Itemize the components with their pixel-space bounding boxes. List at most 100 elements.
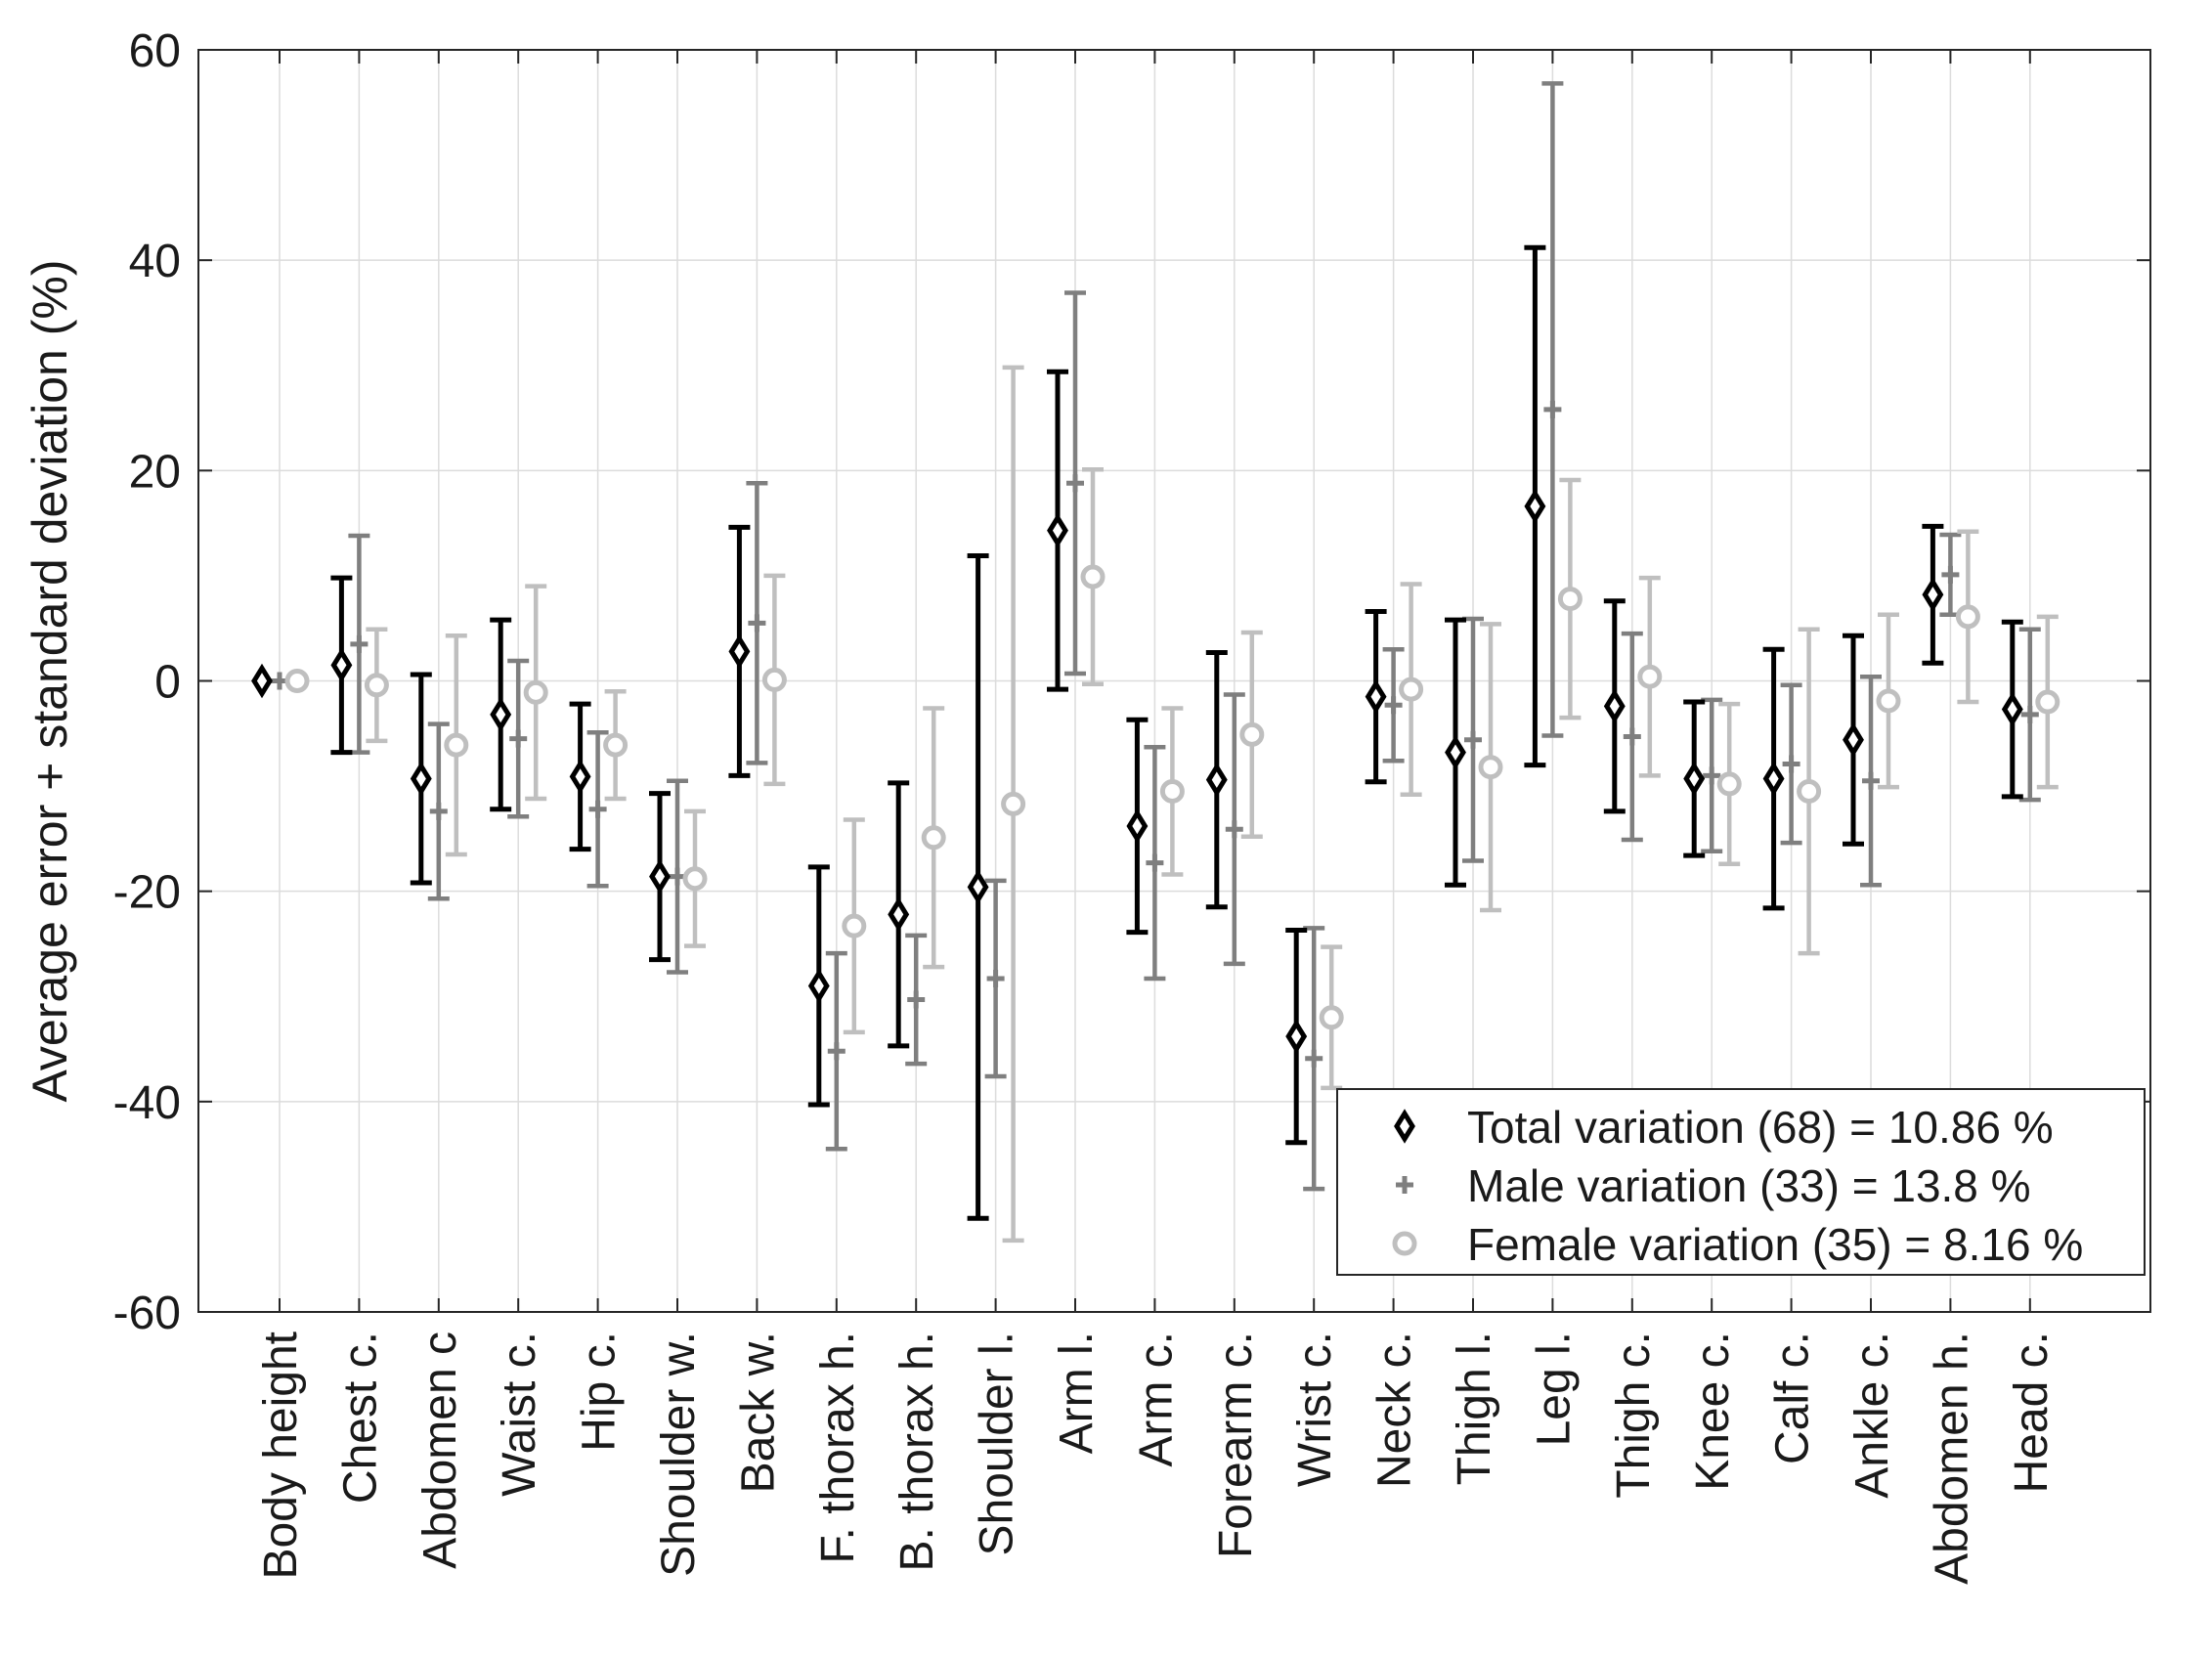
circle-point [682,866,708,892]
x-tick-label: Head c. [2006,1332,2058,1493]
legend-circle-icon [1392,1231,1417,1256]
circle-point [1319,1005,1344,1030]
circle-point [761,667,787,692]
circle-point [1797,778,1822,804]
plus-point [827,1042,846,1061]
legend-label: Total variation (68) = 10.86 % [1467,1102,2054,1153]
diamond-point [1445,734,1466,770]
x-tick-label: Neck c. [1369,1332,1421,1488]
diamond-point [569,759,591,795]
diamond-point [1603,688,1626,724]
diamond-point [1285,1019,1308,1054]
x-tick-label: Abdomen h. [1926,1332,1977,1585]
x-tick-label: Arm l. [1051,1332,1103,1454]
circle-point [1080,564,1106,589]
x-tick-label: Leg l. [1528,1332,1580,1446]
plus-point [748,614,766,633]
legend-plus-icon [1396,1176,1413,1194]
legend-label: Female variation (35) = 8.16 % [1467,1219,2083,1270]
plus-point [1305,1049,1323,1068]
circle-point [842,913,867,939]
circle-point [444,732,469,758]
circle-point [603,732,629,758]
diamond-point [490,697,512,732]
circle-point [1716,771,1742,797]
circle-point [523,679,548,705]
x-tick-label: Forearm c. [1210,1332,1262,1558]
circle-point [1955,604,1980,630]
plus-point [429,802,448,820]
plus-point [509,729,528,748]
x-tick-label: Arm c. [1130,1332,1182,1467]
x-tick-label: Knee c. [1687,1332,1739,1491]
plus-point [2020,705,2039,723]
x-tick-label: Chest c. [334,1332,386,1504]
x-tick-label: Ankle c. [1846,1332,1898,1499]
legend-label: Male variation (33) = 13.8 % [1467,1160,2031,1211]
plus-point [1384,696,1403,715]
x-tick-label: Abdomen c [414,1332,466,1569]
plus-point [1464,730,1482,749]
x-tick-label: F. thorax h. [812,1332,864,1563]
diamond-point [1762,761,1785,797]
legend: Total variation (68) = 10.86 % Male varia… [1336,1088,2146,1276]
diamond-point [2001,691,2023,727]
y-tick-label: 40 [129,236,181,287]
plus-point [1543,400,1562,418]
diamond-point [1126,808,1149,844]
diamond-point [1843,721,1864,758]
diamond-point [410,761,432,797]
diamond-point [1205,762,1228,798]
diamond-point [807,968,830,1004]
circle-point [1001,791,1026,816]
diamond-point [330,647,353,683]
diamond-point [728,633,751,670]
circle-point [921,825,946,851]
y-tick-label: -40 [113,1077,181,1129]
x-tick-label: Hip c. [574,1332,626,1452]
y-tick-label: 20 [129,446,181,498]
circle-point [364,673,389,698]
plus-point [1066,474,1084,493]
circle-point [1478,755,1503,780]
circle-point [2035,689,2060,715]
x-tick-label: Shoulder w. [653,1332,705,1577]
plus-point [986,969,1005,987]
x-tick-label: Calf c. [1767,1332,1819,1464]
plus-point [1225,820,1243,839]
x-tick-label: Waist c. [494,1332,545,1497]
circle-point [1557,587,1583,612]
y-axis-label: Average error + standard deviation (%) [22,259,77,1102]
circle-point [284,669,310,693]
x-tick-label: Thigh l. [1449,1332,1500,1485]
plus-point [350,634,369,653]
diamond-point [888,896,910,933]
circle-point [1637,664,1663,689]
x-tick-label: Wrist c. [1289,1332,1341,1487]
legend-box [1336,1088,2146,1276]
x-tick-label: Shoulder l. [972,1332,1023,1555]
diamond-point [1365,678,1387,715]
circle-point [1239,721,1265,747]
x-tick-label: Back w. [732,1332,784,1493]
circle-point [1159,778,1185,804]
diamond-point [251,663,273,699]
circle-point [1399,677,1424,702]
diamond-point [1524,489,1546,524]
diamond-point [1047,512,1068,548]
plus-point [1782,755,1800,773]
diamond-point [1683,761,1706,797]
x-tick-label: Thigh c. [1608,1332,1660,1499]
plus-point [588,800,607,818]
circle-point [1876,688,1901,714]
x-tick-label: Body height [255,1332,307,1580]
diamond-point [967,869,989,905]
plus-point [1146,853,1164,872]
y-tick-label: 0 [154,657,181,709]
plus-point [1862,771,1880,790]
plus-point [1703,766,1721,785]
diamond-point [649,858,671,895]
legend-diamond-icon [1394,1109,1415,1144]
y-tick-label: -60 [113,1288,181,1339]
axis-ticks: -60 -40 -20 0 20 40 60 Body height Chest c. Abdom… [113,25,2150,1585]
